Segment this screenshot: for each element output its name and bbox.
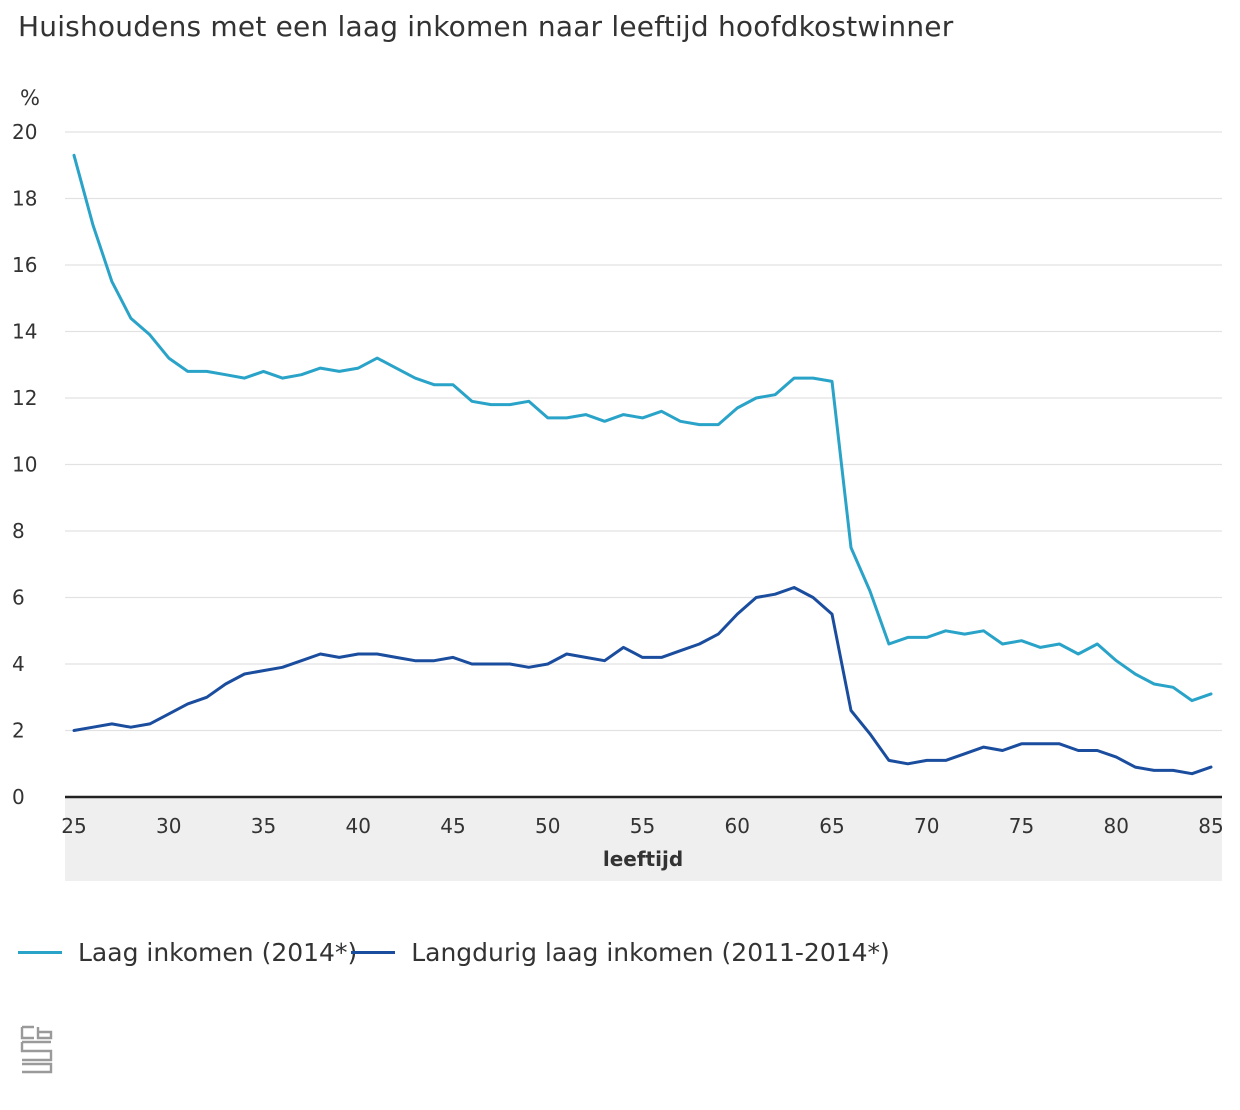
y-tick-label-20: 20 — [12, 120, 37, 144]
y-tick-labels: 0 2 4 6 8 10 12 14 16 18 20 — [12, 120, 37, 809]
x-tick-label-40: 40 — [346, 814, 371, 838]
y-tick-label-18: 18 — [12, 187, 37, 211]
y-tick-label-2: 2 — [12, 719, 25, 743]
y-tick-label-16: 16 — [12, 253, 37, 277]
x-tick-label-60: 60 — [725, 814, 750, 838]
chart-title: Huishoudens met een laag inkomen naar le… — [18, 10, 954, 43]
x-tick-label-45: 45 — [440, 814, 465, 838]
x-tick-label-35: 35 — [251, 814, 276, 838]
x-tick-label-25: 25 — [61, 814, 86, 838]
y-tick-label-10: 10 — [12, 453, 37, 477]
y-tick-label-4: 4 — [12, 652, 25, 676]
y-tick-label-8: 8 — [12, 519, 25, 543]
x-axis-band — [65, 798, 1222, 881]
legend-swatch-langdurig-laag-inkomen — [351, 951, 396, 954]
legend-item-langdurig-laag-inkomen[interactable]: Langdurig laag inkomen (2011-2014*) — [351, 938, 890, 967]
x-tick-labels: 25 30 35 40 45 50 55 60 65 70 75 80 85 — [61, 814, 1223, 838]
cbs-logo-icon — [20, 1025, 53, 1074]
series-line-laag-inkomen — [72, 153, 1213, 703]
series-lines — [72, 153, 1213, 776]
y-tick-label-12: 12 — [12, 386, 37, 410]
y-unit-label: % — [20, 86, 40, 110]
x-tick-label-50: 50 — [535, 814, 560, 838]
line-chart: 0 2 4 6 8 10 12 14 16 18 20 25 30 35 40 45 50 55 60 65 70 75… — [12, 86, 1224, 881]
legend: Laag inkomen (2014*) Langdurig laag inko… — [18, 938, 890, 967]
legend-label-laag-inkomen: Laag inkomen (2014*) — [78, 938, 358, 967]
y-tick-label-6: 6 — [12, 586, 25, 610]
x-axis-title: leeftijd — [603, 847, 683, 871]
x-tick-label-75: 75 — [1009, 814, 1034, 838]
legend-item-laag-inkomen[interactable]: Laag inkomen (2014*) — [18, 938, 357, 967]
gridlines — [65, 131, 1222, 732]
x-tick-label-70: 70 — [914, 814, 939, 838]
x-tick-label-80: 80 — [1104, 814, 1129, 838]
legend-swatch-laag-inkomen — [18, 951, 62, 954]
y-tick-label-0: 0 — [12, 785, 25, 809]
legend-label-langdurig-laag-inkomen: Langdurig laag inkomen (2011-2014*) — [411, 938, 890, 967]
x-tick-label-55: 55 — [630, 814, 655, 838]
y-tick-label-14: 14 — [12, 320, 37, 344]
series-line-langdurig-laag-inkomen — [72, 586, 1213, 776]
x-tick-label-65: 65 — [819, 814, 844, 838]
x-tick-label-30: 30 — [156, 814, 181, 838]
x-tick-label-85: 85 — [1198, 814, 1223, 838]
